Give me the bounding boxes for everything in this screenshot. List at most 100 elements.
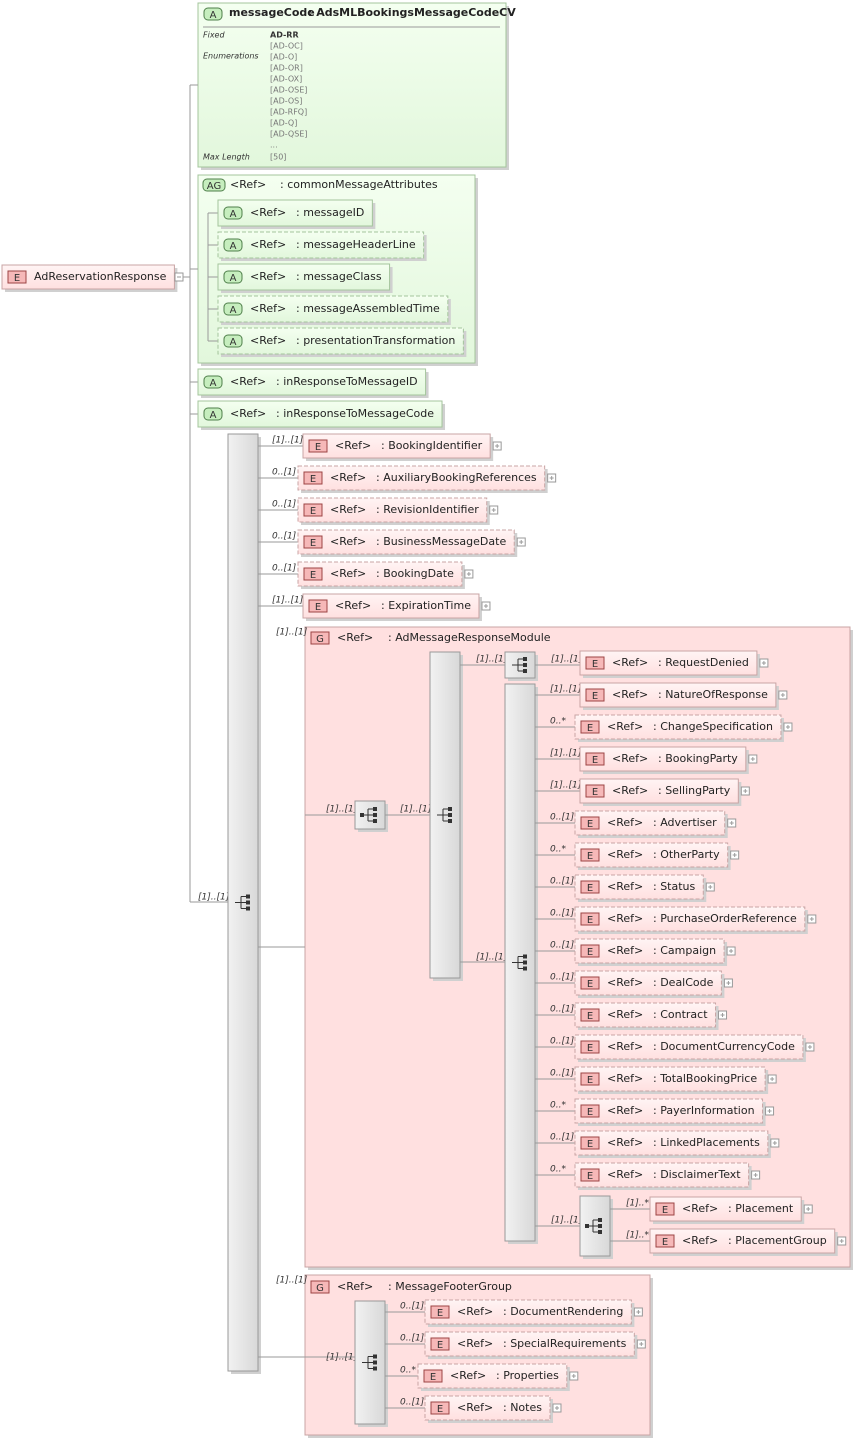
node-box [574, 938, 725, 964]
schema-node: E <Ref>: NatureOfResponse [579, 682, 788, 710]
node-name: : messageClass [296, 270, 382, 283]
badge-box [580, 1104, 600, 1118]
badge-text: E [310, 570, 316, 581]
badge-box [203, 407, 223, 421]
ref-text: <Ref> [612, 656, 648, 669]
node-name: : NatureOfResponse [658, 688, 768, 701]
badge-box [308, 439, 328, 453]
node-box [1, 264, 175, 290]
badge-box [580, 720, 600, 734]
node-box [574, 842, 729, 868]
ref-text: <Ref> [682, 1234, 718, 1247]
badge-text: E [14, 273, 20, 284]
occurrence: [1]..* [626, 1199, 649, 1209]
badge-text: E [310, 538, 316, 549]
node-name: : BookingParty [658, 752, 738, 765]
schema-node: A <Ref>: messageID [217, 199, 376, 229]
schema-node: E <Ref>: DocumentCurrencyCode [574, 1034, 815, 1062]
node-box [574, 714, 782, 740]
badge-box [580, 1136, 600, 1150]
schema-node: E <Ref>: PlacementGroup [649, 1228, 847, 1256]
compositor-dot [373, 1360, 377, 1365]
badge-box [203, 7, 223, 21]
occurrence: [1]..[1] [551, 655, 583, 665]
occurrence: 0..[1] [272, 532, 297, 542]
facet-label: Enumerations [203, 52, 259, 61]
node-name: : SpecialRequirements [503, 1337, 627, 1350]
ref-text: <Ref> [607, 848, 643, 861]
ref-text: <Ref> [457, 1401, 493, 1414]
node-box [217, 199, 373, 227]
node-box [297, 497, 488, 523]
facet-value: [AD-OSE] [270, 86, 307, 95]
occurrence: 0..[1] [550, 973, 575, 983]
node-name: : Properties [496, 1369, 559, 1382]
ref-text: <Ref> [607, 1136, 643, 1149]
badge-text: E [587, 1171, 593, 1182]
badge-text: E [310, 506, 316, 517]
compositor-dot [373, 1366, 377, 1371]
compositor-dot [523, 954, 527, 959]
node-name: : Notes [503, 1401, 542, 1414]
compositor-dot [448, 807, 452, 811]
compositor-dot [246, 906, 250, 911]
occurrence: [1]..[1] [476, 953, 508, 963]
schema-node: E <Ref>: BookingDate [297, 561, 474, 589]
node-box [302, 433, 491, 459]
schema-node: E <Ref>: RequestDenied [579, 650, 769, 678]
schema-node: E <Ref>: DocumentRendering [424, 1299, 643, 1327]
node-box [649, 1196, 802, 1222]
compositor-dot [598, 1218, 602, 1222]
ref-text: <Ref> [250, 206, 286, 219]
badge-box [580, 816, 600, 830]
node-name: : LinkedPlacements [653, 1136, 760, 1149]
badge-text: A [210, 410, 217, 421]
node-name: : commonMessageAttributes [280, 178, 438, 191]
badge-box [580, 944, 600, 958]
occurrence: [1]..[1] [550, 781, 582, 791]
ref-text: <Ref> [337, 1280, 373, 1293]
occurrence: [1]..[1] [476, 655, 508, 665]
node-name: : BookingDate [376, 567, 454, 580]
compositor-dot [246, 900, 250, 905]
ref-text: <Ref> [457, 1337, 493, 1350]
schema-node: E <Ref>: Placement [649, 1196, 813, 1224]
badge-text: E [587, 1075, 593, 1086]
node-box [197, 2, 507, 168]
occurrence: [1]..[1] [326, 805, 358, 815]
node-box [574, 1034, 804, 1060]
badge-box [223, 238, 243, 252]
node-name: : OtherParty [653, 848, 720, 861]
occurrence: 0..[1] [550, 1133, 575, 1143]
node-box [217, 327, 464, 355]
occurrence: [1]..[1] [276, 1276, 308, 1286]
badge-box [580, 848, 600, 862]
compositor-dot [360, 813, 364, 817]
occurrence: 0..* [550, 1101, 566, 1111]
compositor-dot [523, 663, 527, 667]
node-name: : AuxiliaryBookingReferences [376, 471, 537, 484]
ref-text: <Ref> [612, 784, 648, 797]
facet-value: [AD-Q] [270, 119, 297, 128]
node-name: : ChangeSpecification [653, 720, 773, 733]
badge-box [580, 912, 600, 926]
badge-text: E [310, 474, 316, 485]
node-name: : inResponseToMessageCode [276, 407, 434, 420]
node-name: : SellingParty [658, 784, 731, 797]
node-box [649, 1228, 836, 1254]
compositor-dot [448, 819, 452, 823]
compositor-dot [373, 807, 377, 811]
compositor-dot [598, 1224, 602, 1228]
badge-text: G [316, 634, 324, 645]
node-name: : DocumentCurrencyCode [653, 1040, 795, 1053]
ref-text: <Ref> [250, 270, 286, 283]
schema-node: E <Ref>: Status [574, 874, 715, 902]
occurrence: [1]..[1] [550, 749, 582, 759]
ref-text: <Ref> [682, 1202, 718, 1215]
badge-text: AG [207, 181, 221, 192]
badge-box [580, 976, 600, 990]
compositor-dot [523, 960, 527, 965]
node-name: : TotalBookingPrice [653, 1072, 757, 1085]
badge-box [430, 1305, 450, 1319]
